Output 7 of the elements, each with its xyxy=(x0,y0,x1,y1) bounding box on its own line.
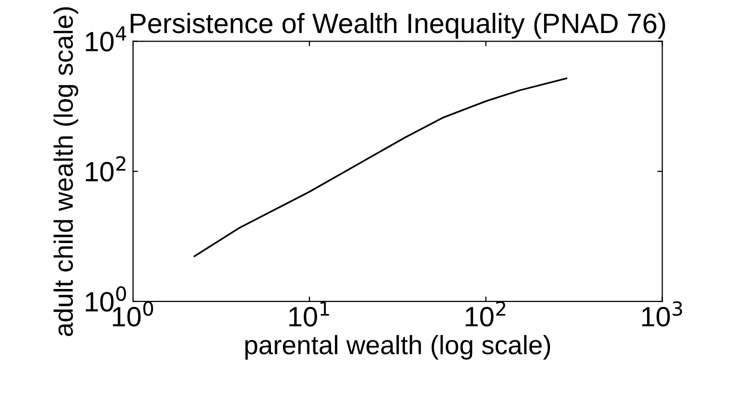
x-tick-label: 10$^{3}$ xyxy=(642,301,682,327)
y-axis-title: adult child wealth (log scale) xyxy=(54,7,78,336)
y-tick-label: 10$^{4}$ xyxy=(86,26,126,52)
x-axis-title: parental wealth (log scale) xyxy=(245,335,550,360)
chart-title: Persistence of Wealth Inequality (PNAD 76) xyxy=(130,12,666,39)
y-tick-label: 10$^{2}$ xyxy=(86,156,126,182)
x-tick-label: 10$^{1}$ xyxy=(289,301,329,327)
